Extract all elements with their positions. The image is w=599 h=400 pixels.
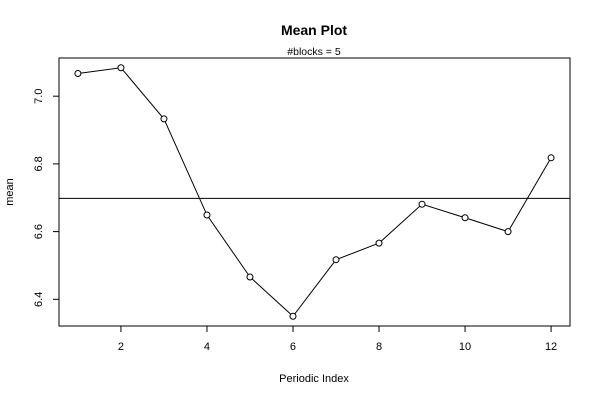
x-tick-label: 4 xyxy=(204,341,210,353)
data-point xyxy=(289,312,297,320)
data-points xyxy=(74,64,555,320)
data-point xyxy=(375,239,383,247)
x-tick-label: 6 xyxy=(290,341,296,353)
data-point xyxy=(246,273,254,281)
y-tick-label: 6.4 xyxy=(33,292,45,307)
data-point xyxy=(418,200,426,208)
x-tick-label: 2 xyxy=(118,341,124,353)
data-point xyxy=(74,70,82,78)
x-tick-label: 10 xyxy=(459,341,471,353)
x-axis: 2 4 6 8 10 12 xyxy=(118,326,557,353)
data-point xyxy=(117,64,125,72)
y-axis-label: mean xyxy=(4,178,16,206)
plot-frame xyxy=(58,57,571,327)
data-point xyxy=(504,228,512,236)
data-point xyxy=(547,154,555,162)
data-point xyxy=(461,214,469,222)
x-tick-label: 12 xyxy=(545,341,557,353)
data-point xyxy=(332,256,340,264)
chart-subtitle: #blocks = 5 xyxy=(287,46,341,58)
series-line xyxy=(77,67,552,317)
x-tick-label: 8 xyxy=(376,341,382,353)
chart-title: Mean Plot xyxy=(281,22,347,38)
data-point xyxy=(160,115,168,123)
y-tick-label: 6.6 xyxy=(33,224,45,239)
y-axis: 6.4 6.6 6.8 7.0 xyxy=(33,89,59,307)
y-tick-label: 7.0 xyxy=(33,89,45,104)
x-axis-label: Periodic Index xyxy=(279,373,349,385)
y-tick-label: 6.8 xyxy=(33,156,45,171)
data-point xyxy=(203,211,211,219)
